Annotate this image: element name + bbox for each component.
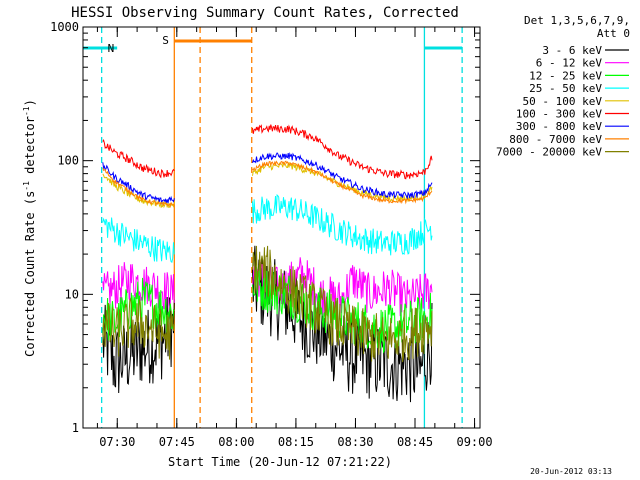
y-tick-label: 10 xyxy=(65,287,79,301)
legend-entry: 800 - 7000 keV xyxy=(509,133,602,146)
legend-entry: 50 - 100 keV xyxy=(523,95,603,108)
legend-entry: 12 - 25 keV xyxy=(529,69,602,82)
x-tick-label: 07:30 xyxy=(99,435,135,449)
x-axis-label: Start Time (20-Jun-12 07:21:22) xyxy=(168,455,392,469)
x-tick-label: 09:00 xyxy=(456,435,492,449)
y-axis-label: Corrected Count Rate (s-1 detector-1) xyxy=(22,99,37,357)
x-tick-label: 08:30 xyxy=(337,435,373,449)
y-tick-label: 1 xyxy=(72,421,79,435)
legend-entry: 7000 - 20000 keV xyxy=(496,146,602,159)
series-line xyxy=(252,160,433,205)
chart-title: HESSI Observing Summary Count Rates, Cor… xyxy=(71,5,459,21)
x-tick-label: 08:00 xyxy=(218,435,254,449)
legend-entry: 25 - 50 keV xyxy=(529,82,602,95)
x-tick-label: 07:45 xyxy=(159,435,195,449)
plot-frame xyxy=(82,26,481,429)
x-tick-label: 08:45 xyxy=(397,435,433,449)
series-line xyxy=(102,217,175,264)
legend-entry: 300 - 800 keV xyxy=(516,120,602,133)
series-line xyxy=(252,245,433,403)
series-line xyxy=(102,297,175,360)
x-axis-ticks: 07:30 07:45 08:00 08:15 08:30 08:45 09:00 xyxy=(96,27,493,449)
series-line xyxy=(102,162,175,205)
legend-header: Det 1,3,5,6,7,9, xyxy=(524,14,630,27)
saa-label: S xyxy=(162,34,169,47)
series-line xyxy=(252,257,433,317)
orbit-markers xyxy=(101,27,463,428)
y-tick-label: 1000 xyxy=(50,20,79,34)
y-tick-label: 100 xyxy=(57,154,79,168)
series-line xyxy=(102,167,175,209)
series-line xyxy=(252,124,433,180)
legend-entry: 100 - 300 keV xyxy=(516,108,602,121)
x-tick-label: 08:15 xyxy=(278,435,314,449)
series-line xyxy=(102,138,175,179)
series-lines xyxy=(102,124,433,403)
y-axis-ticks: 1 10 100 1000 xyxy=(50,20,480,435)
legend-entry: 6 - 12 keV xyxy=(536,57,603,70)
series-line xyxy=(252,151,433,200)
series-line xyxy=(252,245,433,363)
legend-entry: 3 - 6 keV xyxy=(542,44,602,57)
series-line xyxy=(252,194,433,256)
timestamp: 20-Jun-2012 03:13 xyxy=(530,467,612,476)
night-label: N xyxy=(108,42,115,55)
legend-header: Att 0 xyxy=(597,27,630,40)
orbit-interval-bands: NS xyxy=(83,34,463,55)
